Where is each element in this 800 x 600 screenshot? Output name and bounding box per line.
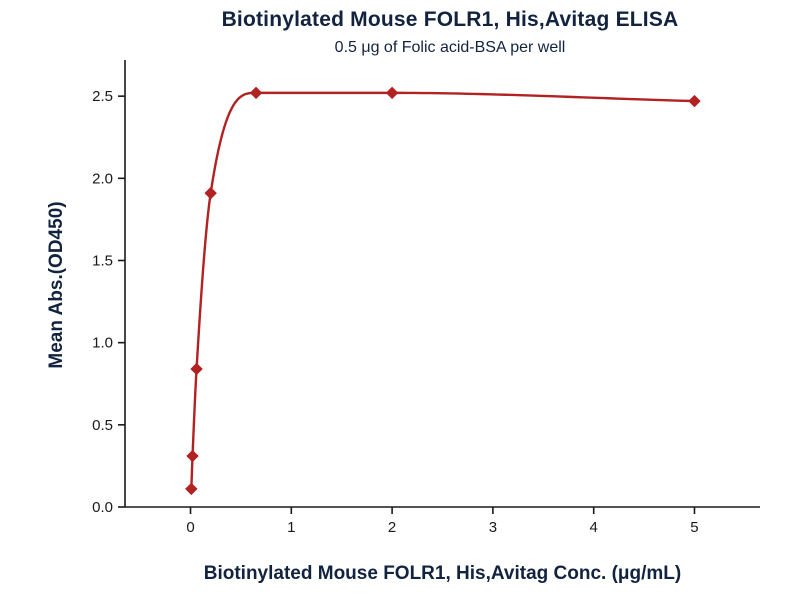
x-tick-label: 2 (388, 519, 396, 536)
y-tick-label: 1.5 (92, 252, 113, 269)
y-tick-label: 1.0 (92, 335, 113, 352)
data-point-marker (385, 86, 399, 100)
chart-title: Biotinylated Mouse FOLR1, His,Avitag ELI… (221, 8, 679, 31)
data-point-marker (204, 186, 217, 200)
x-tick-label: 0 (186, 519, 194, 536)
chart-subtitle: 0.5 μg of Folic acid-BSA per well (334, 39, 566, 56)
x-axis-label: Biotinylated Mouse FOLR1, His,Avitag Con… (203, 563, 682, 584)
y-tick-label: 2.0 (92, 170, 113, 187)
x-tick-label: 3 (489, 519, 497, 536)
y-tick-label: 0.5 (92, 417, 113, 434)
x-tick-label: 5 (690, 519, 698, 536)
x-tick-label: 4 (590, 519, 598, 536)
y-tick-label: 2.5 (92, 88, 113, 105)
fit-curve (190, 91, 695, 490)
data-point-marker (190, 362, 203, 376)
data-point-marker (688, 94, 701, 108)
x-tick-label: 1 (287, 519, 295, 536)
data-point-marker (186, 449, 199, 463)
data-point-marker (185, 482, 198, 496)
data-point-marker (249, 86, 263, 100)
y-tick-label: 0.0 (92, 499, 113, 516)
